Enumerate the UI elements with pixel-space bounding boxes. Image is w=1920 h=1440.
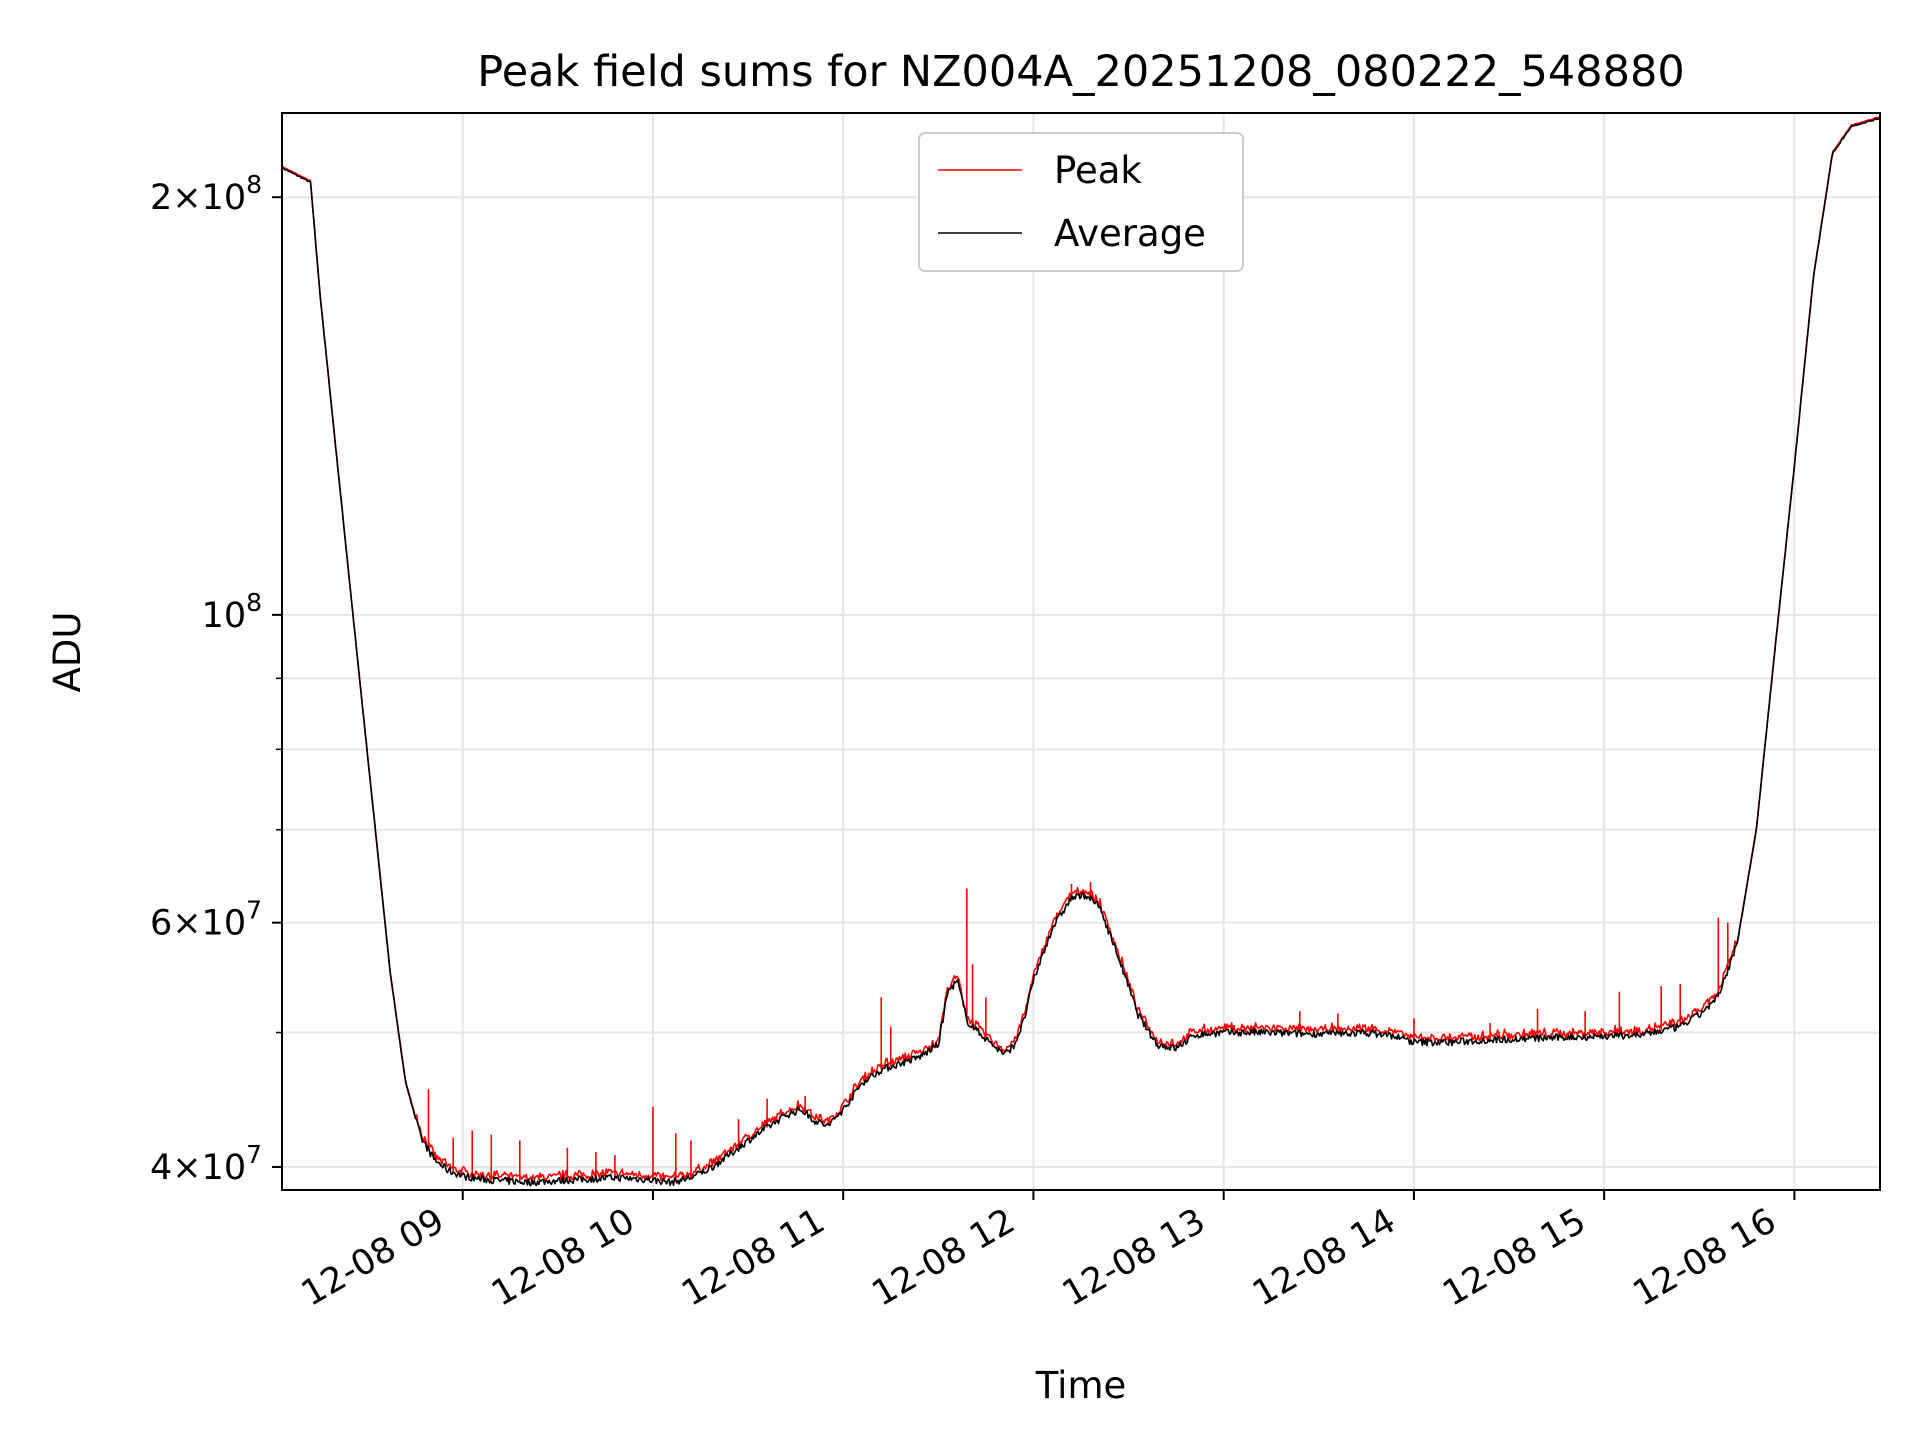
y-tick-label: 2×108	[150, 170, 262, 218]
plot-frame	[281, 112, 1881, 1191]
y-tick-ten: 10	[202, 904, 247, 944]
legend: Peak Average	[918, 132, 1244, 272]
y-tick-exponent: 7	[246, 896, 262, 925]
y-tick-times: ×	[172, 1148, 201, 1188]
average-line	[281, 117, 1881, 1187]
legend-label-peak: Peak	[1054, 149, 1142, 192]
chart-title: Peak field sums for NZ004A_20251208_0802…	[477, 47, 1684, 97]
average-series	[281, 117, 1881, 1187]
y-axis-label: ADU	[46, 612, 89, 693]
legend-box	[918, 132, 1244, 272]
y-tick-label: 108	[202, 588, 262, 636]
y-tick-exponent: 8	[246, 588, 262, 617]
y-tick-label: 6×107	[150, 896, 262, 944]
y-tick-times: ×	[172, 904, 201, 944]
y-tick-ten: 10	[202, 178, 247, 218]
peak-series	[281, 116, 1881, 1182]
y-tick-label: 4×107	[150, 1140, 262, 1188]
y-tick-base: 4	[150, 1148, 172, 1188]
y-tick-exponent: 8	[246, 170, 262, 199]
y-tick-times: ×	[172, 178, 201, 218]
y-tick-base: 2	[150, 178, 172, 218]
y-tick-ten: 10	[202, 596, 247, 636]
x-axis-label: Time	[1035, 1364, 1127, 1407]
peak-line	[281, 116, 1881, 1182]
y-tick-base: 6	[150, 904, 172, 944]
legend-label-average: Average	[1054, 212, 1206, 255]
y-tick-ten: 10	[202, 1148, 247, 1188]
y-tick-exponent: 7	[246, 1140, 262, 1169]
grid-layer	[282, 113, 1880, 1190]
